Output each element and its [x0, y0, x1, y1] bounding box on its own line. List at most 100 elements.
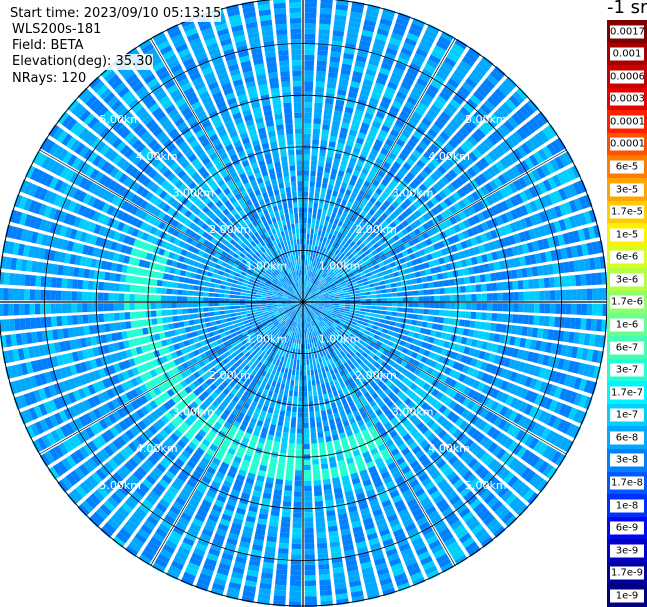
ray-gate-cell — [331, 212, 337, 219]
ray-gate-cell — [356, 239, 363, 246]
ray-gate-cell — [578, 332, 586, 345]
ray-gate-cell — [591, 349, 599, 363]
ray-gate-cell — [515, 482, 527, 495]
ray-gate-cell — [277, 377, 283, 384]
ray-gate-cell — [542, 445, 553, 458]
ray-gate-cell — [529, 378, 538, 390]
ray-gate-cell — [552, 174, 562, 188]
ray-gate-cell — [496, 313, 503, 322]
ray-gate-cell — [377, 400, 386, 408]
ray-gate-cell — [280, 447, 287, 454]
ray-gate-cell — [497, 507, 510, 520]
ray-gate-cell — [399, 429, 409, 438]
ray-gate-cell — [486, 252, 494, 262]
ray-gate-cell — [379, 354, 387, 361]
ray-gate-cell — [583, 258, 591, 271]
ray-gate-cell — [303, 238, 306, 245]
ray-gate-cell — [274, 387, 280, 394]
ray-gate-cell — [314, 245, 318, 252]
ray-gate-cell — [304, 44, 315, 50]
ray-gate-cell — [304, 70, 314, 77]
ray-gate-cell — [364, 581, 378, 590]
ray-gate-cell — [448, 369, 457, 378]
ray-gate-cell — [333, 307, 340, 310]
ray-gate-cell — [409, 392, 417, 400]
ray-gate-cell — [391, 201, 400, 209]
ray-gate-cell — [358, 407, 366, 415]
ray-gate-cell — [366, 376, 373, 384]
ray-gate-cell — [384, 240, 391, 248]
ray-gate-cell — [362, 380, 369, 387]
ray-gate-cell — [445, 333, 452, 341]
ray-gate-cell — [436, 498, 448, 509]
ray-gate-cell — [441, 86, 454, 97]
ray-gate-cell — [280, 383, 285, 390]
ray-gate-cell — [371, 338, 378, 344]
ray-gate-cell — [335, 593, 349, 600]
ray-gate-cell — [316, 309, 322, 313]
ray-gate-cell — [317, 292, 323, 296]
ray-gate-cell — [415, 145, 425, 155]
ray-gate-cell — [315, 240, 319, 246]
ray-gate-cell — [381, 368, 389, 376]
ray-gate-cell — [406, 319, 412, 325]
ray-gate-cell — [371, 294, 377, 298]
ray-gate-cell — [445, 436, 455, 447]
ray-gate-cell — [309, 343, 313, 349]
ray-gate-cell — [320, 339, 325, 346]
ray-gate-cell — [476, 86, 489, 98]
ray-gate-cell — [479, 157, 490, 168]
ray-gate-cell — [372, 508, 383, 517]
ray-gate-cell — [303, 338, 305, 345]
ray-gate-cell — [429, 360, 438, 368]
ray-gate-cell — [560, 247, 568, 260]
ray-gate-cell — [491, 251, 499, 261]
ray-gate-cell — [382, 434, 391, 443]
ray-gate-cell — [284, 384, 290, 391]
ray-gate-cell — [394, 62, 407, 71]
ray-gate-cell — [528, 228, 537, 240]
ray-gate-cell — [343, 287, 349, 291]
ray-gate-cell — [310, 271, 313, 277]
ray-gate-cell — [476, 340, 483, 349]
ray-gate-cell — [334, 320, 340, 325]
ray-gate-cell — [317, 171, 323, 178]
ray-gate-cell — [367, 323, 373, 328]
ray-gate-cell — [508, 95, 521, 108]
ray-gate-cell — [368, 332, 375, 338]
ray-gate-cell — [314, 192, 320, 198]
ray-gate-cell — [454, 554, 468, 566]
ray-gate-cell — [466, 228, 475, 237]
ray-gate-cell — [557, 358, 565, 370]
ray-gate-cell — [318, 283, 323, 288]
ray-gate-cell — [316, 274, 320, 280]
ray-gate-cell — [317, 308, 323, 312]
ray-gate-cell — [382, 57, 394, 66]
ray-gate-cell — [393, 327, 400, 333]
ray-gate-cell — [328, 306, 335, 309]
ray-gate-cell — [462, 397, 471, 407]
ray-gate-cell — [315, 219, 320, 225]
ray-gate-cell — [323, 295, 329, 298]
ray-gate-cell — [512, 500, 525, 513]
ray-gate-cell — [506, 347, 514, 357]
ray-gate-cell — [359, 469, 368, 477]
ray-gate-cell — [328, 205, 334, 212]
ray-gate-cell — [356, 333, 362, 339]
ray-gate-cell — [315, 379, 320, 385]
ray-gate-cell — [384, 187, 392, 196]
ray-gate-cell — [322, 237, 328, 243]
ray-gate-cell — [422, 283, 429, 289]
ray-gate-cell — [369, 412, 377, 420]
ray-gate-cell — [381, 298, 388, 302]
ray-gate-cell — [360, 274, 367, 279]
ray-gate-cell — [405, 216, 414, 225]
ray-gate-cell — [405, 371, 413, 379]
ray-gate-cell — [422, 33, 436, 44]
ray-gate-cell — [375, 314, 381, 318]
ray-gate-cell — [364, 269, 371, 274]
ray-gate-cell — [306, 333, 309, 339]
ray-gate-cell — [357, 320, 363, 325]
ray-gate-cell — [321, 463, 329, 470]
ray-gate-cell — [412, 149, 422, 159]
